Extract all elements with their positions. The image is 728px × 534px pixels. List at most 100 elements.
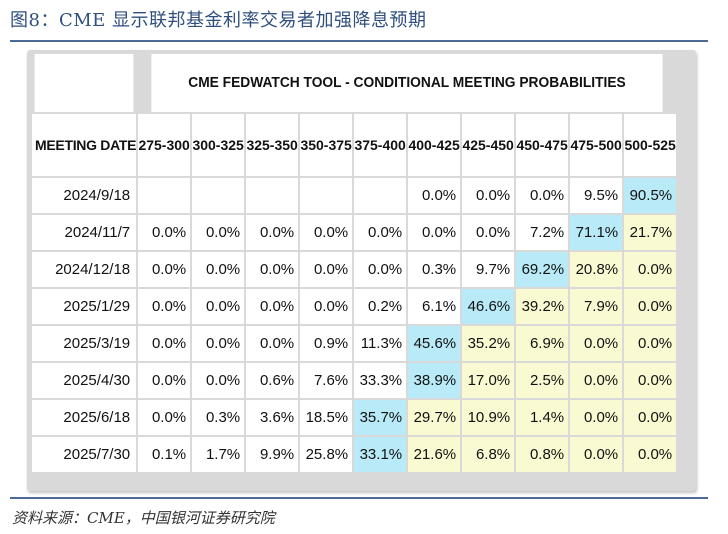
probability-cell: 0.0% (192, 289, 245, 324)
probability-cell: 6.1% (408, 289, 461, 324)
probability-cell: 7.6% (300, 363, 353, 398)
table-row: 2025/6/18 0.0% 0.3% 3.6% 18.5% 35.7% 29.7% 10.9… (32, 400, 677, 435)
probability-cell: 7.2% (516, 215, 569, 250)
probability-cell: 21.7% (624, 215, 677, 250)
corner-cell (34, 54, 134, 112)
probability-cell: 0.0% (624, 400, 677, 435)
probability-cell: 35.2% (462, 326, 515, 361)
probability-cell: 0.0% (570, 437, 623, 472)
range-header: 275-300 (138, 114, 191, 176)
range-header: 500-525 (624, 114, 677, 176)
probability-cell: 21.6% (408, 437, 461, 472)
probability-cell: 0.0% (408, 215, 461, 250)
bottom-rule (10, 497, 708, 499)
probability-cell: 0.2% (354, 289, 407, 324)
probability-cell: 0.0% (570, 326, 623, 361)
probability-cell: 0.0% (408, 178, 461, 213)
probability-cell: 0.0% (192, 326, 245, 361)
probability-cell: 0.0% (462, 178, 515, 213)
probability-cell: 25.8% (300, 437, 353, 472)
probability-cell: 0.0% (138, 289, 191, 324)
probability-cell (138, 178, 191, 213)
probability-cell: 0.3% (192, 400, 245, 435)
meeting-date-cell: 2025/6/18 (32, 400, 137, 435)
probability-cell: 17.0% (462, 363, 515, 398)
probability-cell: 0.0% (246, 326, 299, 361)
range-header: 325-350 (246, 114, 299, 176)
probability-cell: 9.9% (246, 437, 299, 472)
probability-cell: 0.0% (354, 252, 407, 287)
probability-cell: 3.6% (246, 400, 299, 435)
figure-title: 图8：CME 显示联邦基金利率交易者加强降息预期 (10, 10, 427, 31)
range-header: 425-450 (462, 114, 515, 176)
probability-cell: 0.0% (624, 252, 677, 287)
probability-cell: 1.7% (192, 437, 245, 472)
probability-cell: 0.3% (408, 252, 461, 287)
probability-cell: 0.0% (624, 363, 677, 398)
range-header: 350-375 (300, 114, 353, 176)
table-row: 2025/3/19 0.0% 0.0% 0.0% 0.9% 11.3% 45.6% 35.2%… (32, 326, 677, 361)
probability-cell: 10.9% (462, 400, 515, 435)
probability-cell: 0.9% (300, 326, 353, 361)
probability-cell: 45.6% (408, 326, 461, 361)
meeting-date-cell: 2025/4/30 (32, 363, 137, 398)
probability-cell: 39.2% (516, 289, 569, 324)
probability-cell: 0.0% (462, 215, 515, 250)
probability-cell: 0.0% (138, 252, 191, 287)
probability-cell: 9.7% (462, 252, 515, 287)
probability-cell (192, 178, 245, 213)
range-header: 450-475 (516, 114, 569, 176)
probability-cell: 0.0% (624, 326, 677, 361)
meeting-date-cell: 2024/12/18 (32, 252, 137, 287)
table-title: CME FEDWATCH TOOL - CONDITIONAL MEETING … (151, 54, 663, 112)
probability-cell: 0.0% (300, 289, 353, 324)
probability-cell: 0.0% (570, 400, 623, 435)
table-row: 2025/1/29 0.0% 0.0% 0.0% 0.0% 0.2% 6.1% 46.6% 39… (32, 289, 677, 324)
probability-cell: 1.4% (516, 400, 569, 435)
source-note: 资料来源：CME，中国银河证券研究院 (12, 509, 275, 527)
table-title-row: CME FEDWATCH TOOL - CONDITIONAL MEETING … (32, 54, 676, 112)
fedwatch-table: CME FEDWATCH TOOL - CONDITIONAL MEETING … (30, 52, 679, 474)
probability-cell: 90.5% (624, 178, 677, 213)
meeting-date-header: MEETING DATE (32, 114, 136, 176)
probability-cell (354, 178, 407, 213)
probability-cell: 18.5% (300, 400, 353, 435)
meeting-date-cell: 2024/11/7 (32, 215, 137, 250)
meeting-date-cell: 2025/1/29 (32, 289, 137, 324)
probability-cell: 20.8% (570, 252, 623, 287)
probability-cell: 0.0% (516, 178, 569, 213)
probability-cell: 35.7% (354, 400, 407, 435)
table-row: 2024/11/7 0.0% 0.0% 0.0% 0.0% 0.0% 0.0% 0.0% 7.2… (32, 215, 677, 250)
range-header: 375-400 (354, 114, 407, 176)
probability-cell: 0.0% (354, 215, 407, 250)
probability-cell: 38.9% (408, 363, 461, 398)
probability-cell: 0.0% (624, 289, 677, 324)
range-header: 475-500 (570, 114, 623, 176)
table-row: 2025/7/30 0.1% 1.7% 9.9% 25.8% 33.1% 21.6% 6.8%… (32, 437, 677, 472)
meeting-date-cell: 2024/9/18 (32, 178, 137, 213)
probability-cell: 9.5% (570, 178, 623, 213)
probability-cell (300, 178, 353, 213)
probability-cell: 6.9% (516, 326, 569, 361)
probability-cell: 7.9% (570, 289, 623, 324)
probability-cell: 0.8% (516, 437, 569, 472)
probability-cell: 0.0% (246, 215, 299, 250)
meeting-date-cell: 2025/3/19 (32, 326, 137, 361)
probability-cell: 0.6% (246, 363, 299, 398)
probability-cell (246, 178, 299, 213)
table-row: 2024/12/18 0.0% 0.0% 0.0% 0.0% 0.0% 0.3% 9.7% 69… (32, 252, 677, 287)
probability-cell: 6.8% (462, 437, 515, 472)
probability-cell: 0.0% (138, 400, 191, 435)
probability-cell: 0.0% (192, 363, 245, 398)
meeting-date-cell: 2025/7/30 (32, 437, 137, 472)
probability-cell: 0.1% (138, 437, 191, 472)
probability-cell: 0.0% (300, 252, 353, 287)
probability-cell: 71.1% (570, 215, 623, 250)
probability-cell: 33.1% (354, 437, 407, 472)
probability-cell: 69.2% (516, 252, 569, 287)
probability-cell: 0.0% (300, 215, 353, 250)
probability-cell: 29.7% (408, 400, 461, 435)
probability-cell: 46.6% (462, 289, 515, 324)
top-rule (10, 40, 708, 42)
range-header: 400-425 (408, 114, 461, 176)
